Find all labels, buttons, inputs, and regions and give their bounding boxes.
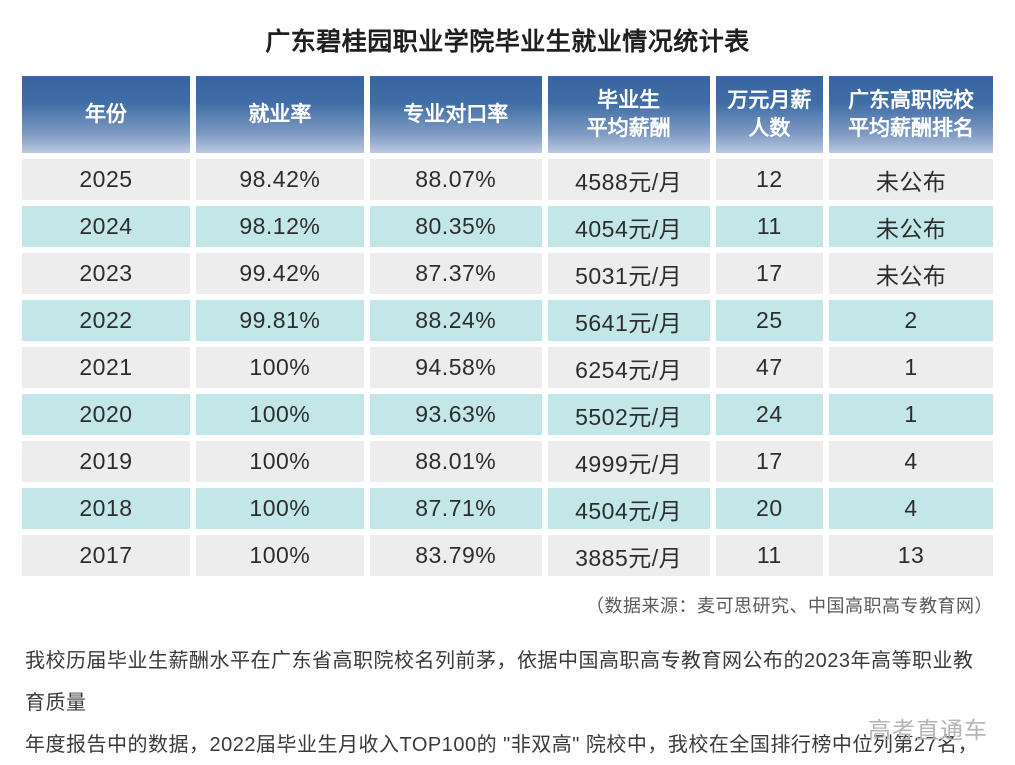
table-cell: 1	[829, 394, 993, 435]
table-cell: 88.01%	[369, 441, 542, 482]
col-header-employment-rate: 就业率	[195, 76, 364, 153]
table-cell: 4504元/月	[547, 488, 710, 529]
page-title: 广东碧桂园职业学院毕业生就业情况统计表	[265, 28, 750, 56]
table-cell: 93.63%	[369, 394, 542, 435]
table-cell: 4	[829, 488, 993, 529]
table-cell: 24	[715, 394, 824, 435]
col-header-salary-ranking: 广东高职院校 平均薪酬排名	[829, 76, 993, 153]
table-cell: 17	[715, 253, 824, 294]
table-cell: 2023	[22, 253, 190, 294]
table-cell: 2022	[22, 300, 190, 341]
col-header-year: 年份	[22, 76, 190, 153]
table-cell: 13	[829, 535, 993, 576]
table-cell: 94.58%	[369, 347, 542, 388]
table-cell: 47	[715, 347, 824, 388]
table-cell: 83.79%	[369, 535, 542, 576]
table-cell: 1	[829, 347, 993, 388]
table-cell: 2025	[22, 159, 190, 200]
table-cell: 4588元/月	[547, 159, 710, 200]
table-cell: 5641元/月	[547, 300, 710, 341]
table-cell: 100%	[195, 394, 364, 435]
col-header-major-match-rate: 专业对口率	[369, 76, 542, 153]
table-cell: 100%	[195, 488, 364, 529]
table-cell: 6254元/月	[547, 347, 710, 388]
table-cell: 87.71%	[369, 488, 542, 529]
table-cell: 2018	[22, 488, 190, 529]
table-cell: 87.37%	[369, 253, 542, 294]
summary-paragraph-line: 我校历届毕业生薪酬水平在广东省高职院校名列前茅，依据中国高职高专教育网公布的20…	[25, 650, 974, 714]
data-source-note: （数据来源：麦可思研究、中国高职高专教育网）	[586, 596, 993, 616]
table-cell: 11	[715, 206, 824, 247]
table-cell: 2020	[22, 394, 190, 435]
table-cell: 2024	[22, 206, 190, 247]
table-cell: 88.24%	[369, 300, 542, 341]
summary-paragraph-line: 年度报告中的数据，2022届毕业生月收入TOP100的 "非双高" 院校中，我校…	[25, 734, 979, 756]
table-cell: 4999元/月	[547, 441, 710, 482]
col-header-10k-salary-count: 万元月薪 人数	[715, 76, 824, 153]
table-cell: 20	[715, 488, 824, 529]
table-cell: 3885元/月	[547, 535, 710, 576]
employment-stats-table: 年份 就业率 专业对口率 毕业生 平均薪酬 万元月薪 人数 广东高职院校 平均薪…	[22, 76, 993, 576]
table-cell: 100%	[195, 441, 364, 482]
table-cell: 100%	[195, 535, 364, 576]
watermark: 高考直通车	[868, 717, 988, 743]
table-cell: 98.42%	[195, 159, 364, 200]
table-cell: 17	[715, 441, 824, 482]
table-cell: 未公布	[829, 253, 993, 294]
table-cell: 100%	[195, 347, 364, 388]
table-cell: 未公布	[829, 159, 993, 200]
table-cell: 5031元/月	[547, 253, 710, 294]
table-cell: 2019	[22, 441, 190, 482]
summary-paragraph: 我校历届毕业生薪酬水平在广东省高职院校名列前茅，依据中国高职高专教育网公布的20…	[25, 640, 991, 765]
table-cell: 25	[715, 300, 824, 341]
table-cell: 4054元/月	[547, 206, 710, 247]
table-cell: 5502元/月	[547, 394, 710, 435]
table-cell: 98.12%	[195, 206, 364, 247]
table-cell: 99.81%	[195, 300, 364, 341]
col-header-average-salary: 毕业生 平均薪酬	[547, 76, 710, 153]
table-cell: 2017	[22, 535, 190, 576]
table-cell: 2	[829, 300, 993, 341]
table-cell: 11	[715, 535, 824, 576]
table-cell: 未公布	[829, 206, 993, 247]
table-cell: 99.42%	[195, 253, 364, 294]
table-cell: 12	[715, 159, 824, 200]
table-cell: 4	[829, 441, 993, 482]
table-cell: 80.35%	[369, 206, 542, 247]
table-cell: 88.07%	[369, 159, 542, 200]
table-cell: 2021	[22, 347, 190, 388]
